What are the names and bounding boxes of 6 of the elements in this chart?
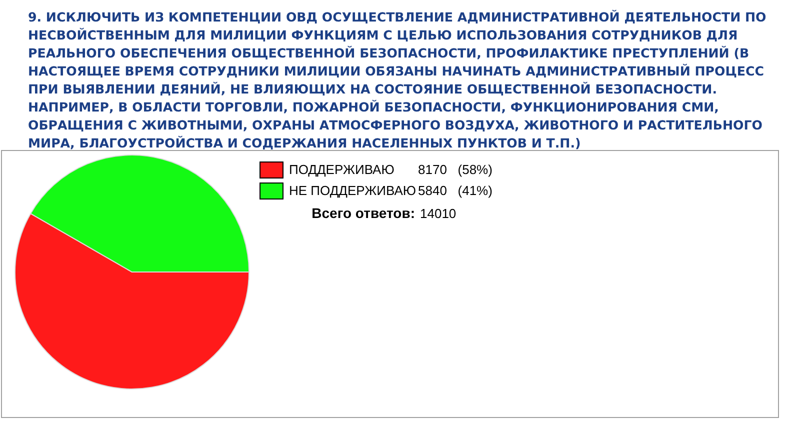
legend-label: НЕ ПОДДЕРЖИВАЮ <box>289 183 416 198</box>
data-label: 8170 (58%) <box>418 162 492 177</box>
text: Всего ответов: 14010 <box>312 205 456 221</box>
data-label: 5840 (41%) <box>418 183 492 198</box>
chart-title: 9. ИСКЛЮЧИТЬ ИЗ КОМПЕТЕНЦИИ ОВД ОСУЩЕСТВЛЕНИЕ АДМИНИСТРАТИВНОЙ ДЕЯТЕЛЬНОСТИ ПО НЕСВОЙСТВЕННЫМ ДЛЯ МИЛИЦИИ ФУНКЦИЯМ С ЦЕЛЬЮ ИСПОЛЬЗОВАНИЯ СОТРУДНИКОВ ДЛЯ РЕАЛЬНОГО ОБЕСПЕЧЕНИЯ ОБЩЕСТВЕННОЙ БЕЗОПАСНОСТИ, ПРОФИЛАКТИКЕ ПРЕСТУПЛЕНИЙ (В НАСТОЯЩЕЕ ВРЕМЯ СОТРУДНИКИ МИЛИЦИИ ОБЯЗАНЫ НАЧИНАТЬ АДМИНИСТРАТИВНЫЙ ПРОЦЕСС ПРИ ВЫЯВЛЕНИИ ДЕЯНИЙ, НЕ ВЛИЯЮЩИХ НА СОСТОЯНИЕ ОБЩЕСТВЕННОЙ БЕЗОПАСНОСТИ. НАПРИМЕР, В ОБЛАСТИ ТОРГОВЛИ, ПОЖАРНОЙ БЕЗОПАСНОСТИ, ФУНКЦИОНИРОВАНИЯ СМИ, ОБРАЩЕНИЯ С ЖИВОТНЫМИ, ОХРАНЫ АТМОСФЕРНОГО ВОЗДУХА, ЖИВОТНОГО И РАСТИТЕЛЬНОГО МИРА, БЛАГОУСТРОЙСТВА И СОДЕРЖАНИЯ НАСЕЛЕННЫХ ПУНКТОВ И Т.П.) <box>28 9 767 150</box>
legend-label: ПОДДЕРЖИВАЮ <box>289 162 394 177</box>
